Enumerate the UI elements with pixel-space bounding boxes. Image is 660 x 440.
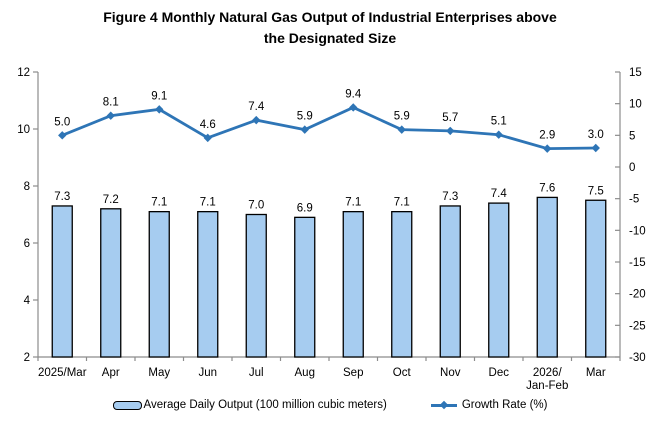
- line-marker-icon: [203, 133, 212, 143]
- line-marker-icon: [591, 143, 600, 153]
- line-value-label: 4.6: [200, 119, 216, 131]
- right-axis-tick-label: 15: [629, 67, 642, 79]
- bar-value-label: 7.1: [200, 197, 216, 209]
- right-axis-tick-label: 10: [629, 99, 642, 111]
- bar: [197, 210, 219, 358]
- left-axis-tick-label: 12: [17, 67, 30, 79]
- left-axis-tick-label: 6: [24, 238, 30, 250]
- bar-value-label: 7.2: [103, 194, 119, 206]
- line-value-label: 5.0: [54, 116, 70, 128]
- x-axis-category-label: Apr: [102, 367, 120, 379]
- bar-value-label: 7.4: [491, 188, 508, 200]
- legend-item-bar: Average Daily Output (100 million cubic …: [112, 399, 387, 411]
- right-axis-tick-label: -5: [629, 194, 639, 206]
- bar-series-swatch-icon: [112, 400, 142, 410]
- right-axis-tick-label: -15: [629, 257, 646, 269]
- x-axis-category-label: Aug: [295, 367, 315, 379]
- line-value-label: 5.7: [442, 112, 458, 124]
- x-axis-category-label: Jan-Feb: [526, 380, 568, 392]
- bar: [488, 202, 510, 358]
- right-axis-tick-label: -30: [629, 352, 646, 364]
- bar: [536, 196, 558, 358]
- line-marker-icon: [252, 115, 261, 125]
- bar: [391, 210, 413, 358]
- bar: [100, 208, 122, 358]
- line-value-label: 5.9: [297, 111, 313, 123]
- line-marker-icon: [106, 111, 115, 120]
- right-axis-tick-label: -10: [629, 225, 646, 237]
- bar: [51, 205, 73, 358]
- x-axis-category-label: Oct: [393, 367, 412, 379]
- x-axis-category-label: Jun: [198, 367, 217, 379]
- bar-value-label: 7.0: [248, 200, 264, 212]
- growth-line: [61, 105, 596, 151]
- left-axis-tick-label: 8: [24, 181, 30, 193]
- x-axis-category-label: 2026/: [533, 367, 563, 379]
- bar-value-label: 7.1: [345, 197, 361, 209]
- line-marker-icon: [58, 131, 67, 140]
- line-marker-icon: [155, 105, 164, 114]
- bar-value-label: 7.3: [54, 191, 70, 203]
- line-value-label: 2.9: [539, 130, 555, 142]
- bar: [148, 210, 170, 358]
- line-value-label: 8.1: [103, 97, 119, 109]
- legend-bar-label: Average Daily Output (100 million cubic …: [143, 399, 387, 411]
- line-marker-icon: [543, 144, 552, 153]
- bar: [245, 213, 267, 358]
- right-axis-tick-label: -20: [629, 289, 646, 301]
- legend: Average Daily Output (100 million cubic …: [0, 399, 660, 411]
- bar-value-label: 7.3: [442, 191, 458, 203]
- bar-value-label: 7.5: [588, 185, 604, 197]
- x-axis-category-label: May: [148, 367, 170, 379]
- x-axis-category-label: Jul: [249, 367, 264, 379]
- left-axis-tick-label: 4: [24, 295, 31, 307]
- left-axis-tick-label: 2: [24, 352, 30, 364]
- line-marker-icon: [446, 126, 455, 136]
- x-axis-category-label: Nov: [440, 367, 461, 379]
- line-marker-icon: [349, 103, 358, 112]
- line-value-label: 9.1: [151, 90, 167, 102]
- x-axis-category-label: 2025/Mar: [38, 367, 87, 379]
- right-axis-tick-label: 5: [629, 130, 635, 142]
- line-marker-icon: [397, 125, 406, 134]
- chart-title: Figure 4 Monthly Natural Gas Output of I…: [103, 9, 557, 46]
- bar: [585, 199, 607, 358]
- line-value-label: 3.0: [588, 129, 604, 141]
- left-axis-tick-label: 10: [17, 124, 30, 136]
- diamond-marker-icon: [439, 400, 449, 409]
- right-axis-tick-label: 0: [629, 162, 635, 174]
- bar: [294, 216, 316, 358]
- line-marker-icon: [494, 130, 503, 139]
- x-axis-category-label: Dec: [489, 367, 510, 379]
- legend-line-label: Growth Rate (%): [461, 399, 548, 411]
- x-axis-category-label: Sep: [343, 367, 363, 379]
- line-marker-icon: [300, 125, 309, 134]
- bar-value-label: 7.6: [539, 182, 555, 194]
- line-value-label: 9.4: [345, 88, 362, 100]
- bar: [342, 210, 364, 358]
- right-axis-tick-label: -25: [629, 320, 646, 332]
- bar: [439, 205, 461, 358]
- legend-item-line: Growth Rate (%): [430, 399, 548, 411]
- bar-value-label: 7.1: [394, 197, 410, 209]
- plot-area: 12 10 8 6 4 2 15 10 5 0 -5 -10 -15 -20 -25 -30 2025/Mar A…: [17, 67, 646, 392]
- line-value-label: 7.4: [248, 101, 265, 113]
- x-axis-category-label: Mar: [586, 367, 606, 379]
- bar-value-label: 7.1: [151, 197, 167, 209]
- line-value-label: 5.9: [394, 111, 410, 123]
- line-series-swatch-icon: [430, 400, 457, 409]
- bar-value-label: 6.9: [297, 202, 313, 214]
- line-value-label: 5.1: [491, 116, 507, 128]
